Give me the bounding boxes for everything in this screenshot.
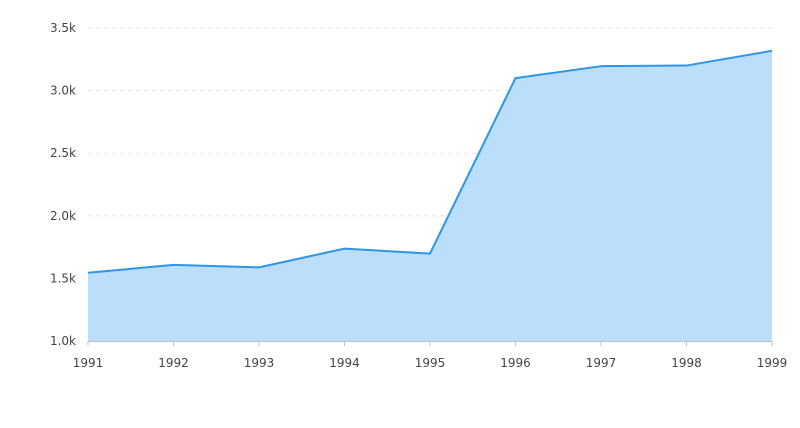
y-tick-label: 1.0k	[50, 334, 76, 348]
y-tick-label: 2.5k	[50, 146, 76, 160]
x-tick-label: 1994	[329, 356, 360, 370]
y-tick-label: 3.0k	[50, 84, 76, 98]
y-tick-label: 3.5k	[50, 21, 76, 35]
series-line-0	[87, 49, 773, 274]
area-fill-series-0	[88, 50, 772, 341]
x-axis-ticks: 1991 1992 1993 1994 1995 1996 1997 1998 1999	[73, 341, 788, 370]
y-tick-label: 1.5k	[50, 271, 76, 285]
x-tick-label: 1997	[586, 356, 617, 370]
x-tick-label: 1996	[500, 356, 531, 370]
x-tick-label: 1993	[244, 356, 275, 370]
y-axis-ticks: 1.0k 1.5k 2.0k 2.5k 3.0k 3.5k	[50, 21, 76, 348]
y-tick-label: 2.0k	[50, 209, 76, 223]
x-tick-label: 1992	[158, 356, 189, 370]
plot-area	[87, 49, 773, 341]
x-tick-label: 1995	[415, 356, 446, 370]
x-tick-label: 1991	[73, 356, 104, 370]
x-tick-label: 1998	[671, 356, 702, 370]
x-tick-label: 1999	[757, 356, 788, 370]
